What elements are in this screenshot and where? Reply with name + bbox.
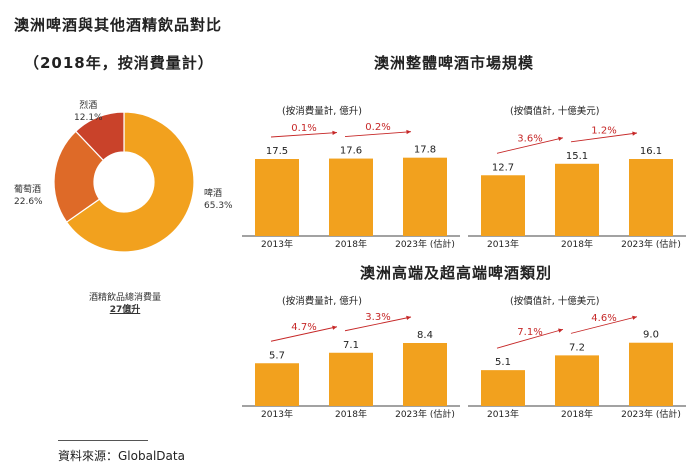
page-title: 澳洲啤酒與其他酒精飲品對比 — [14, 16, 223, 34]
market-value-bar-chart: 12.7 2013年 15.1 2018年 16.1 2023年 (估計) 3.6% 1.2% — [468, 125, 686, 250]
pie-label-wine-name: 葡萄酒 — [14, 185, 42, 195]
category-label-2: 2023年 (估計) — [395, 408, 455, 420]
growth-arrowhead-0 — [332, 325, 337, 330]
bar-2 — [403, 157, 447, 236]
premium-value-subtitle: (按價值計, 十億美元) — [510, 296, 600, 307]
growth-label-1: 4.6% — [591, 313, 616, 324]
bar-value-label-1: 17.6 — [340, 146, 362, 157]
category-label-2: 2023年 (估計) — [621, 408, 681, 420]
pie-label-spirits-name: 烈酒 — [79, 101, 98, 111]
growth-arrowhead-1 — [632, 131, 637, 136]
category-label-0: 2013年 — [261, 238, 293, 250]
growth-arrowhead-1 — [406, 315, 411, 321]
growth-arrow-1 — [344, 131, 412, 138]
bar-0 — [255, 363, 299, 406]
premium-segment-title: 澳洲高端及超高端啤酒類別 — [360, 264, 553, 282]
growth-arrow-0 — [270, 326, 338, 342]
bar-value-label-2: 9.0 — [643, 330, 659, 341]
premium-volume-bar-chart: 5.7 2013年 7.1 2018年 8.4 2023年 (估計) 4.7% 3.3% — [242, 312, 460, 420]
category-label-0: 2013年 — [487, 408, 519, 420]
bar-2 — [629, 159, 673, 236]
growth-arrowhead-1 — [406, 129, 411, 135]
bar-value-label-2: 8.4 — [417, 330, 433, 341]
pie-label-beer: 啤酒 65.3% — [204, 188, 233, 212]
growth-label-1: 3.3% — [365, 312, 390, 323]
total-consumption-label: 酒精飲品總消費量 — [88, 293, 161, 303]
market-volume-bar-chart: 17.5 2013年 17.6 2018年 17.8 2023年 (估計) 0.1% 0.2% — [242, 122, 460, 250]
pie-label-wine-value: 22.6% — [14, 197, 43, 207]
bar-1 — [555, 355, 599, 406]
page-subtitle: （2018年，按消費量計） — [24, 54, 214, 72]
growth-arrow-0 — [496, 328, 564, 349]
market-size-title: 澳洲整體啤酒市場規模 — [374, 54, 535, 72]
premium-volume-subtitle: (按消費量計, 億升) — [282, 296, 362, 307]
category-label-1: 2018年 — [561, 408, 593, 420]
bar-value-label-0: 5.1 — [495, 357, 511, 368]
growth-label-1: 1.2% — [591, 125, 616, 136]
growth-arrow-1 — [570, 316, 638, 334]
growth-arrowhead-0 — [558, 328, 563, 333]
growth-arrow-0 — [496, 137, 564, 154]
growth-arrowhead-0 — [332, 130, 337, 136]
source-divider — [58, 440, 148, 441]
pie-label-spirits: 烈酒 12.1% — [74, 100, 103, 124]
category-label-0: 2013年 — [261, 408, 293, 420]
category-label-1: 2018年 — [335, 238, 367, 250]
growth-label-0: 3.6% — [517, 134, 542, 145]
total-consumption-caption: 酒精飲品總消費量 27億升 — [60, 292, 190, 316]
pie-label-beer-name: 啤酒 — [204, 189, 223, 199]
total-consumption-value: 27億升 — [109, 305, 141, 315]
bar-value-label-1: 15.1 — [566, 151, 588, 162]
bar-0 — [481, 370, 525, 406]
bar-value-label-2: 16.1 — [640, 146, 662, 157]
growth-arrowhead-0 — [558, 136, 563, 141]
bar-value-label-1: 7.1 — [343, 340, 359, 351]
growth-arrowhead-1 — [632, 315, 637, 320]
bar-2 — [629, 342, 673, 406]
category-label-1: 2018年 — [335, 408, 367, 420]
bar-value-label-0: 12.7 — [492, 162, 514, 173]
growth-label-0: 0.1% — [291, 123, 316, 134]
category-label-0: 2013年 — [487, 238, 519, 250]
growth-arrow-1 — [570, 132, 638, 143]
bar-0 — [481, 175, 525, 236]
market-value-subtitle: (按價值計, 十億美元) — [510, 106, 600, 117]
bar-value-label-0: 17.5 — [266, 146, 288, 157]
pie-slice-spirits — [74, 111, 125, 162]
bar-1 — [555, 163, 599, 236]
category-label-2: 2023年 (估計) — [395, 238, 455, 250]
bar-1 — [329, 352, 373, 406]
source-note: 資料來源：GlobalData — [58, 449, 185, 463]
alcohol-share-donut-chart — [53, 111, 195, 253]
bar-value-label-0: 5.7 — [269, 350, 285, 361]
growth-label-1: 0.2% — [365, 122, 390, 133]
pie-label-wine: 葡萄酒 22.6% — [14, 184, 43, 208]
premium-value-bar-chart: 5.1 2013年 7.2 2018年 9.0 2023年 (估計) 7.1% 4.6% — [468, 313, 686, 420]
growth-label-0: 7.1% — [517, 327, 542, 338]
bar-2 — [403, 343, 447, 406]
growth-arrow-1 — [344, 316, 412, 332]
bar-0 — [255, 159, 299, 236]
category-label-1: 2018年 — [561, 238, 593, 250]
category-label-2: 2023年 (估計) — [621, 238, 681, 250]
bar-value-label-1: 7.2 — [569, 342, 585, 353]
bar-1 — [329, 158, 373, 236]
growth-arrow-0 — [270, 132, 338, 138]
pie-slice-beer — [65, 111, 195, 253]
bar-value-label-2: 17.8 — [414, 145, 436, 156]
pie-slice-wine — [53, 130, 105, 223]
market-volume-subtitle: (按消費量計, 億升) — [282, 106, 362, 117]
growth-label-0: 4.7% — [291, 322, 316, 333]
pie-label-beer-value: 65.3% — [204, 201, 233, 211]
pie-label-spirits-value: 12.1% — [74, 113, 103, 123]
